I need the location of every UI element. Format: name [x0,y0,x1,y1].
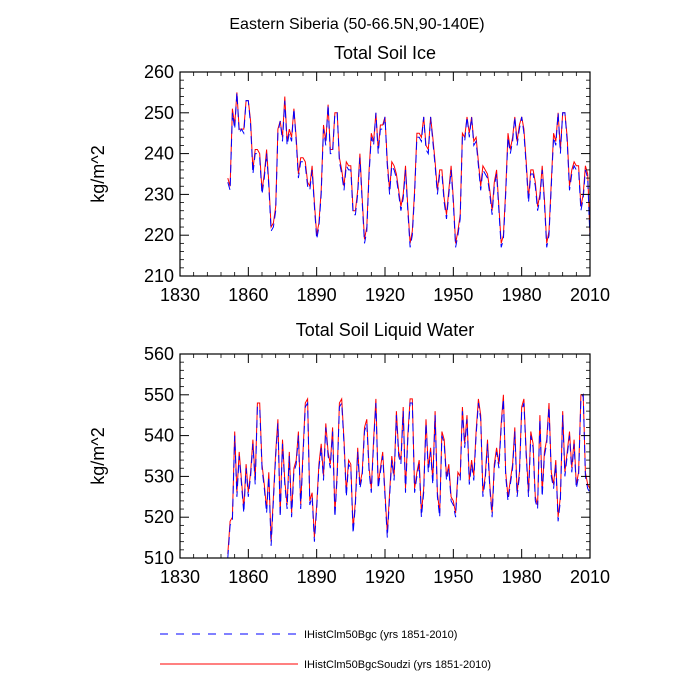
series-line [227,92,591,248]
x-tick-label: 1830 [160,285,200,305]
x-tick-label: 2010 [570,285,610,305]
y-tick-label: 210 [144,266,174,286]
plot-frame [179,353,591,559]
x-tick-label: 1980 [502,285,542,305]
y-tick-label: 220 [144,225,174,245]
y-tick-label: 510 [144,548,174,568]
x-tick-label: 1890 [297,285,337,305]
plot-frame [179,71,591,277]
plot-area: 510 520 530 540 550 560 1830 1860 1890 1920 1950 19… [144,344,610,587]
y-tick-label: 560 [144,344,174,364]
y-tick-label: 260 [144,62,174,82]
panel-title: Total Soil Liquid Water [296,320,474,340]
legend-entry: IHistClm50BgcSoudzi (yrs 1851-2010) [160,659,491,671]
y-tick-label: 550 [144,385,174,405]
x-tick-label: 1950 [433,285,473,305]
x-tick-label: 1980 [502,567,542,587]
series-line [227,392,591,559]
y-tick-label: 540 [144,426,174,446]
panel-total-soil-liquid-water: Total Soil Liquid Water kg/m^2 510 520 530… [88,320,610,587]
y-tick-label: 520 [144,507,174,527]
panel-total-soil-ice: Total Soil Ice kg/m^2 210 220 230 240 250 260… [88,43,610,305]
y-tick-label: 230 [144,184,174,204]
plot-area: 210 220 230 240 250 260 1830 1860 1890 1920 1950 19… [144,62,610,305]
x-tick-label: 1830 [160,567,200,587]
legend-label: IHistClm50Bgc (yrs 1851-2010) [304,629,457,641]
y-tick-label: 250 [144,103,174,123]
x-tick-label: 2010 [570,567,610,587]
y-axis-label: kg/m^2 [88,427,108,484]
x-tick-label: 1860 [228,567,268,587]
figure-title: Eastern Siberia (50-66.5N,90-140E) [229,16,484,33]
y-axis-label: kg/m^2 [88,145,108,202]
x-tick-label: 1860 [228,285,268,305]
panel-title: Total Soil Ice [334,43,436,63]
x-tick-label: 1920 [365,285,405,305]
x-tick-label: 1950 [433,567,473,587]
legend: IHistClm50Bgc (yrs 1851-2010) IHistClm50… [160,629,491,671]
x-tick-label: 1890 [297,567,337,587]
legend-label: IHistClm50BgcSoudzi (yrs 1851-2010) [304,659,491,671]
x-tick-label: 1920 [365,567,405,587]
y-tick-label: 240 [144,144,174,164]
y-tick-label: 530 [144,466,174,486]
legend-entry: IHistClm50Bgc (yrs 1851-2010) [160,629,457,641]
